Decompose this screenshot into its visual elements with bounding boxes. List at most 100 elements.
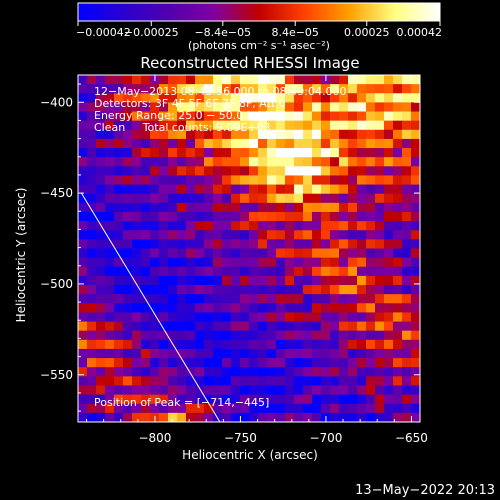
heatmap-cell: [384, 257, 394, 268]
heatmap-cell: [366, 403, 376, 414]
plot-timestamp: 13−May−2022 20:13: [355, 483, 495, 498]
heatmap-cell: [330, 75, 340, 85]
heatmap-cell: [303, 394, 313, 405]
heatmap-cell: [231, 148, 241, 158]
heatmap-cell: [150, 376, 160, 387]
heatmap-cell: [294, 166, 304, 177]
heatmap-cell: [330, 376, 340, 387]
heatmap-cell: [330, 84, 340, 94]
heatmap-cell: [186, 184, 196, 195]
heatmap-cell: [276, 412, 286, 422]
heatmap-cell: [186, 248, 196, 259]
heatmap-cell: [411, 175, 420, 186]
heatmap-cell: [393, 184, 403, 195]
heatmap-cell: [195, 239, 205, 250]
heatmap-cell: [105, 230, 115, 240]
heatmap-cell: [150, 348, 160, 359]
heatmap-cell: [276, 138, 286, 149]
heatmap-cell: [348, 184, 358, 195]
heatmap-cell: [105, 221, 115, 231]
heatmap-cell: [78, 221, 88, 231]
heatmap-cell: [231, 330, 241, 341]
heatmap-cell: [231, 84, 241, 94]
heatmap-cell: [141, 303, 151, 314]
heatmap-cell: [177, 157, 187, 167]
heatmap-cell: [267, 294, 277, 304]
heatmap-cell: [321, 376, 331, 387]
heatmap-cell: [222, 129, 232, 140]
heatmap-cell: [258, 412, 268, 422]
heatmap-cell: [330, 312, 340, 323]
heatmap-cell: [366, 93, 376, 103]
heatmap-cell: [132, 330, 142, 341]
heatmap-cell: [267, 412, 277, 422]
heatmap-cell: [87, 330, 97, 341]
heatmap-cell: [321, 148, 331, 158]
heatmap-cell: [330, 358, 340, 368]
heatmap-cell: [411, 157, 420, 167]
heatmap-cell: [141, 157, 151, 167]
heatmap-cell: [231, 394, 241, 405]
heatmap-cell: [87, 294, 97, 304]
heatmap-cell: [123, 394, 133, 405]
heatmap-cell: [78, 202, 88, 213]
heatmap-cell: [195, 367, 205, 377]
heatmap-cell: [375, 193, 385, 204]
heatmap-cell: [204, 211, 214, 222]
heatmap-cell: [105, 321, 115, 332]
heatmap-cell: [132, 111, 142, 122]
heatmap-cell: [321, 211, 331, 222]
heatmap-cell: [222, 157, 232, 167]
heatmap-cell: [276, 166, 286, 177]
heatmap-cell: [222, 348, 232, 359]
heatmap-cell: [303, 376, 313, 387]
heatmap-cell: [357, 138, 367, 149]
heatmap-cell: [285, 75, 295, 85]
heatmap-cell: [357, 221, 367, 231]
colorbar-tick-label: 0.00025: [344, 26, 390, 39]
heatmap-cell: [366, 312, 376, 323]
heatmap-cell: [357, 257, 367, 268]
heatmap-cell: [366, 239, 376, 250]
heatmap-cell: [312, 339, 322, 350]
heatmap-cell: [159, 111, 169, 122]
heatmap-cell: [402, 394, 412, 405]
heatmap-cell: [258, 157, 268, 167]
heatmap-cell: [393, 202, 403, 213]
heatmap-cell: [132, 339, 142, 350]
heatmap-cell: [267, 266, 277, 277]
heatmap-cell: [114, 330, 124, 341]
heatmap-cell: [231, 239, 241, 250]
heatmap-cell: [357, 412, 367, 422]
heatmap-cell: [222, 385, 232, 396]
heatmap-cell: [321, 157, 331, 167]
heatmap-cell: [87, 93, 97, 103]
heatmap-cell: [150, 166, 160, 177]
heatmap-cell: [321, 303, 331, 314]
heatmap-cell: [357, 148, 367, 158]
heatmap-cell: [357, 275, 367, 286]
heatmap-cell: [276, 211, 286, 222]
heatmap-cell: [240, 339, 250, 350]
heatmap-cell: [321, 330, 331, 341]
heatmap-cell: [114, 321, 124, 332]
heatmap-cell: [114, 294, 124, 304]
heatmap-cell: [258, 239, 268, 250]
heatmap-cell: [240, 348, 250, 359]
heatmap-cell: [222, 358, 232, 368]
heatmap-cell: [150, 193, 160, 204]
heatmap-cell: [375, 202, 385, 213]
heatmap-cell: [141, 367, 151, 377]
heatmap-cell: [231, 211, 241, 222]
heatmap-cell: [204, 84, 214, 94]
heatmap-cell: [177, 148, 187, 158]
heatmap-cell: [258, 257, 268, 268]
heatmap-cell: [240, 166, 250, 177]
heatmap-cell: [294, 385, 304, 396]
heatmap-cell: [258, 175, 268, 186]
heatmap-cell: [402, 348, 412, 359]
heatmap-cell: [96, 129, 106, 140]
heatmap-cell: [213, 239, 223, 250]
heatmap-cell: [258, 75, 268, 85]
heatmap-cell: [375, 394, 385, 405]
